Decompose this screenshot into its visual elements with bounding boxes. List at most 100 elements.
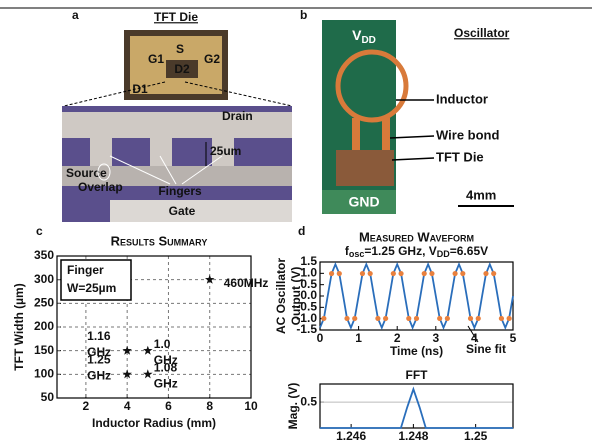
component-label: Inductor: [436, 91, 488, 106]
subscript: DD: [437, 249, 450, 259]
x-tick-label: 6: [165, 399, 172, 413]
panel-title: Oscillator: [454, 26, 510, 40]
data-point: [476, 316, 481, 321]
inductor-lead: [352, 118, 360, 154]
series-annotation: Sine fit: [466, 342, 506, 356]
finger: [90, 138, 112, 166]
die-label: G2: [204, 52, 220, 66]
x-tick-label: 5: [510, 331, 517, 345]
x-tick-label: 1.25: [464, 429, 488, 441]
point-label: GHz: [154, 377, 178, 391]
x-axis-label: Inductor Radius (mm): [92, 416, 216, 430]
figure: a TFT Die G1 S G2 D2 D1 Drain 25um Sourc…: [0, 0, 592, 441]
data-point: [483, 271, 488, 276]
x-tick-label: 2: [83, 399, 90, 413]
die-label: D2: [174, 62, 190, 76]
data-point: [383, 316, 388, 321]
y-tick-label: 350: [34, 248, 54, 262]
micrograph-label: Source: [66, 166, 107, 180]
x-tick-label: 8: [206, 399, 213, 413]
data-point: [491, 271, 496, 276]
panel-title: TFT Die: [154, 10, 198, 24]
subscript: osc: [349, 249, 365, 259]
y-tick-label: 250: [34, 296, 54, 310]
point-label: 1.08: [154, 361, 178, 375]
data-point: [321, 316, 326, 321]
x-tick-label: 10: [244, 399, 258, 413]
data-point: [414, 316, 419, 321]
data-point: [360, 271, 365, 276]
component-label: Wire bond: [436, 127, 499, 142]
y-tick-label: 100: [34, 367, 54, 381]
data-point: [352, 316, 357, 321]
chart-title: FFT: [406, 368, 429, 382]
data-point: [398, 271, 403, 276]
panel-letter: a: [72, 8, 79, 22]
die-label: G1: [148, 52, 164, 66]
micrograph-label: Drain: [222, 109, 253, 123]
inductor-lead: [382, 118, 390, 154]
pointer: [390, 136, 434, 138]
point: [143, 369, 153, 378]
data-point: [337, 271, 342, 276]
scale-label: 4mm: [466, 187, 496, 202]
micrograph-label: 25um: [210, 144, 241, 158]
annotation-text: Finger: [67, 263, 104, 277]
data-point: [391, 271, 396, 276]
y-axis-label: TFT Width (µm): [12, 283, 26, 370]
data-point: [499, 316, 504, 321]
data-point: [460, 271, 465, 276]
x-tick-label: 0: [317, 331, 324, 345]
line: [320, 389, 513, 428]
x-tick-label: 3: [432, 331, 439, 345]
panel-letter: c: [36, 224, 43, 238]
data-point: [453, 271, 458, 276]
x-tick-label: 2: [394, 331, 401, 345]
subtitle-part: =1.25 GHz, V: [364, 244, 436, 258]
die-label: S: [176, 42, 184, 56]
data-point: [507, 316, 512, 321]
data-point: [468, 316, 473, 321]
x-tick-label: 1.248: [398, 429, 428, 441]
x-tick-label: 1: [355, 331, 362, 345]
x-tick-label: 4: [124, 399, 131, 413]
micrograph-label: Overlap: [78, 180, 123, 194]
y-tick-label: 150: [34, 343, 54, 357]
data-point: [375, 316, 380, 321]
point-label: 1.25: [87, 353, 111, 367]
data-point: [422, 271, 427, 276]
panel-letter: d: [298, 224, 305, 238]
data-point: [329, 271, 334, 276]
gnd-label: GND: [348, 194, 379, 210]
y-axis-label: AC Oscillator: [274, 258, 288, 334]
plot-frame: [320, 384, 513, 428]
micrograph-label: Fingers: [158, 184, 202, 198]
data-point: [445, 316, 450, 321]
y-tick-label: 300: [34, 272, 54, 286]
point: [143, 346, 153, 355]
finger: [150, 138, 172, 166]
x-tick-label: 1.246: [336, 429, 366, 441]
chart-title: Results Summary: [111, 233, 208, 248]
point-label: 460MHz: [224, 276, 269, 290]
gate-metal: [110, 200, 292, 222]
y-axis-label: Output (V): [289, 267, 303, 326]
annotation-text: W=25µm: [67, 281, 116, 295]
y-axis-label: Mag. (V): [286, 383, 300, 430]
data-point: [437, 316, 442, 321]
data-point: [368, 271, 373, 276]
y-tick-label: 50: [41, 390, 55, 404]
vdd-sub: DD: [361, 35, 375, 46]
point-label: 1.0: [154, 337, 171, 351]
micrograph-label: Gate: [169, 204, 196, 218]
point-label: 1.16: [87, 329, 111, 343]
panel-letter: b: [300, 8, 307, 22]
component-label: TFT Die: [436, 149, 484, 164]
chart-subtitle: fosc=1.25 GHz, VDD=6.65V: [345, 244, 488, 259]
x-axis-label: Time (ns): [390, 344, 443, 358]
subtitle-part: =6.65V: [450, 244, 488, 258]
y-tick-label: 200: [34, 319, 54, 333]
data-point: [344, 316, 349, 321]
pointer: [392, 158, 434, 160]
chart-title: Measured Waveform: [359, 229, 474, 244]
